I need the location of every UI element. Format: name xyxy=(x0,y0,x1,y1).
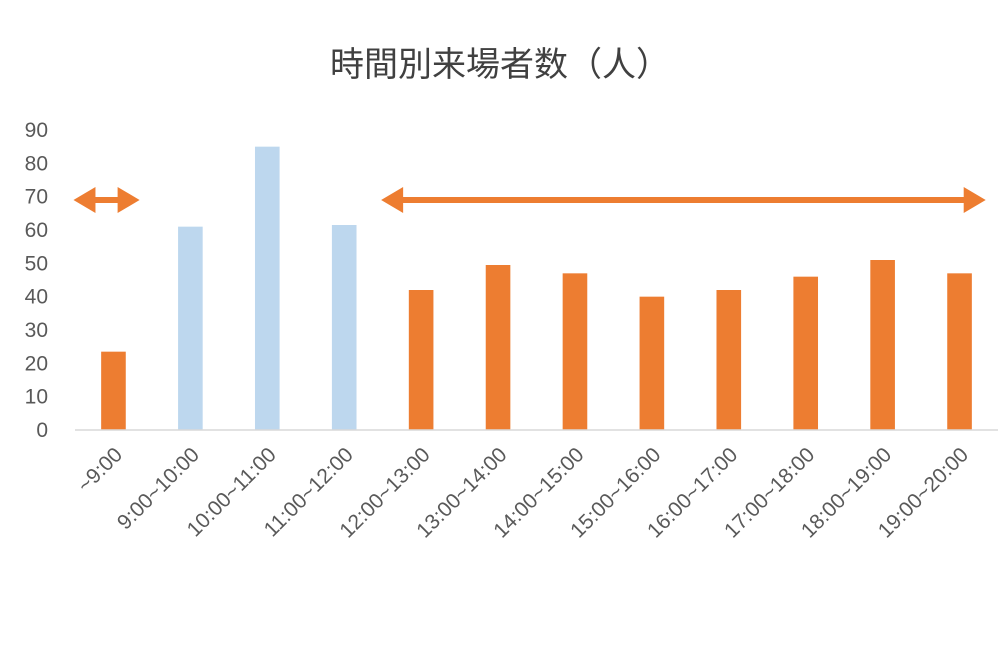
y-tick-label: 30 xyxy=(25,319,48,342)
x-tick-label: ~9:00 xyxy=(73,443,127,497)
y-tick-label: 0 xyxy=(36,419,48,442)
bar xyxy=(408,290,434,430)
chart-title: 時間別来場者数（人） xyxy=(330,45,670,85)
y-tick-label: 50 xyxy=(25,252,48,275)
y-tick-label: 40 xyxy=(25,286,48,309)
bar xyxy=(331,225,357,430)
bar xyxy=(254,146,280,430)
bar xyxy=(716,290,742,430)
bar xyxy=(947,273,972,430)
bar xyxy=(562,273,588,430)
bar xyxy=(639,296,665,430)
double-arrow xyxy=(381,187,986,213)
bar xyxy=(178,226,203,430)
bar xyxy=(870,260,895,430)
x-axis-ticks: ~9:009:00~10:0010:00~11:0011:00~12:0012:… xyxy=(73,443,973,542)
bar xyxy=(101,351,126,430)
y-tick-label: 70 xyxy=(25,186,48,209)
y-tick-label: 10 xyxy=(25,386,48,409)
double-arrow xyxy=(73,187,140,213)
bar xyxy=(793,276,819,430)
bars xyxy=(101,146,972,430)
y-tick-label: 60 xyxy=(25,219,48,242)
y-tick-label: 80 xyxy=(25,152,48,175)
y-tick-label: 20 xyxy=(25,352,48,375)
range-arrows xyxy=(73,187,986,213)
y-tick-label: 90 xyxy=(25,119,48,142)
bar xyxy=(485,265,511,430)
y-axis-ticks: 0 10 20 30 40 50 60 70 80 90 xyxy=(25,119,48,442)
